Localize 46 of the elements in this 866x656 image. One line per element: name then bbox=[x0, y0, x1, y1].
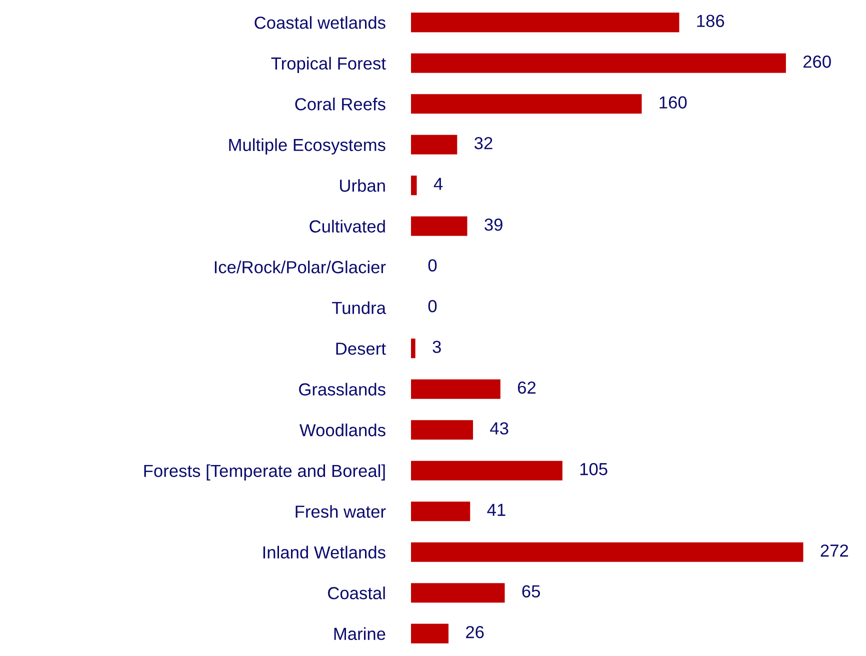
bar bbox=[411, 379, 500, 399]
y-tick-label: Cultivated bbox=[310, 220, 385, 233]
bar bbox=[411, 94, 642, 114]
data-label: 3 bbox=[432, 340, 441, 354]
bar bbox=[411, 134, 458, 154]
y-tick-label: Tropical Forest bbox=[271, 56, 386, 74]
y-tick-label: Forests [Temperate and Boreal] bbox=[144, 464, 385, 480]
y-tick-label: Woodlands bbox=[300, 424, 386, 436]
data-label: 41 bbox=[487, 504, 506, 516]
data-label: 260 bbox=[803, 56, 831, 68]
bar bbox=[411, 460, 562, 480]
data-label: 0 bbox=[428, 300, 437, 312]
data-label: 26 bbox=[466, 626, 484, 638]
data-label: 39 bbox=[484, 218, 502, 231]
y-tick-label: Tundra bbox=[332, 301, 386, 314]
y-tick-label: Coral Reefs bbox=[295, 98, 386, 110]
data-label: 65 bbox=[522, 585, 540, 598]
bar bbox=[411, 53, 786, 73]
y-tick-label: Grasslands bbox=[299, 382, 386, 396]
data-label: 4 bbox=[434, 178, 443, 190]
bar bbox=[411, 176, 417, 196]
y-tick-label: Coastal wetlands bbox=[254, 16, 386, 29]
data-label: 160 bbox=[660, 96, 687, 109]
bar bbox=[411, 502, 470, 522]
y-tick-label: Inland Wetlands bbox=[263, 546, 386, 559]
bar bbox=[411, 338, 416, 358]
data-label: 32 bbox=[474, 137, 492, 150]
data-label: 43 bbox=[490, 422, 508, 435]
bar bbox=[411, 216, 468, 236]
y-tick-label: Ice/Rock/Polar/Glacier bbox=[214, 260, 386, 274]
data-label: 62 bbox=[518, 381, 536, 394]
data-label: 0 bbox=[428, 259, 437, 272]
y-tick-label: Coastal bbox=[328, 586, 385, 600]
data-label: 186 bbox=[697, 14, 724, 28]
y-tick-label: Fresh water bbox=[296, 505, 386, 518]
data-label: 105 bbox=[580, 462, 608, 476]
y-tick-label: Multiple Ecosystems bbox=[229, 138, 386, 155]
y-tick-label: Desert bbox=[336, 342, 386, 355]
bar bbox=[411, 542, 804, 562]
bar bbox=[411, 583, 505, 603]
y-tick-label: Urban bbox=[340, 179, 385, 192]
bar bbox=[411, 624, 448, 644]
bar bbox=[411, 420, 474, 440]
y-tick-label: Marine bbox=[334, 627, 386, 640]
bar bbox=[411, 12, 680, 32]
data-label: 272 bbox=[820, 544, 848, 557]
